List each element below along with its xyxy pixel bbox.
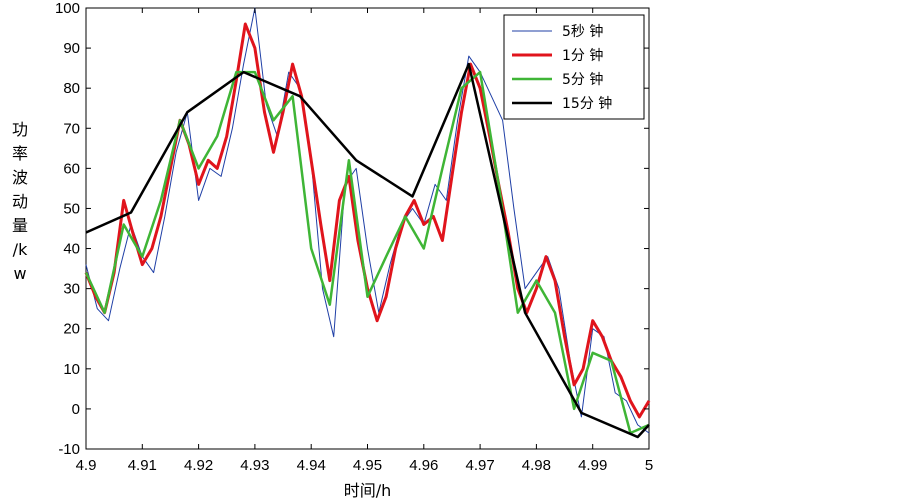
x-tick-label: 5 (645, 457, 653, 474)
y-tick-label: 50 (63, 200, 80, 217)
y-axis-label-part: 量 (12, 216, 28, 235)
y-tick-label: 30 (63, 281, 80, 298)
y-axis-label-part: 功 (12, 120, 28, 139)
x-axis-label: 时间/h (344, 481, 392, 500)
legend-label: 1分 钟 (562, 47, 603, 64)
y-axis-label-part: 波 (12, 168, 28, 187)
y-tick-label: 40 (63, 241, 80, 258)
series-line-3 (84, 70, 650, 435)
y-axis-label-part: 动 (12, 192, 28, 211)
y-axis-label-part: w (13, 264, 26, 283)
legend-label: 5分 钟 (562, 71, 603, 88)
legend: 5秒 钟 1分 钟 5分 钟 15分 钟 (503, 14, 645, 120)
y-tick-label: 70 (63, 120, 80, 137)
series-line-4 (85, 62, 650, 439)
y-axis-label-part: /k (13, 240, 28, 259)
x-tick-label: 4.91 (128, 457, 157, 474)
x-tick-label: 4.97 (465, 457, 494, 474)
legend-label: 5秒 钟 (562, 23, 603, 40)
series-layer (84, 7, 651, 439)
x-tick-label: 4.96 (409, 457, 438, 474)
y-tick-label: 80 (63, 80, 80, 97)
y-axis-label-part: 率 (12, 144, 28, 163)
y-tick-label: 100 (55, 0, 80, 17)
x-tick-label: 4.93 (240, 457, 269, 474)
x-tick-label: 4.95 (353, 457, 382, 474)
x-tick-label: 4.99 (578, 457, 607, 474)
x-tick-label: 4.92 (184, 457, 213, 474)
x-tick-label: 4.98 (522, 457, 551, 474)
legend-label: 15分 钟 (562, 95, 612, 112)
y-tick-label: 60 (63, 160, 80, 177)
x-tick-label: 4.9 (76, 457, 97, 474)
y-tick-label: 90 (63, 40, 80, 57)
legend-box (503, 14, 645, 120)
y-tick-label: 10 (63, 361, 80, 378)
y-tick-label: -10 (58, 441, 80, 458)
y-tick-label: 20 (63, 321, 80, 338)
x-tick-label: 4.94 (297, 457, 326, 474)
y-tick-label: 0 (72, 401, 80, 418)
axis-ticks: 4.9 4.91 4.92 4.93 4.94 4.95 4.96 4.97 4.98 4.99 5… (55, 0, 653, 474)
